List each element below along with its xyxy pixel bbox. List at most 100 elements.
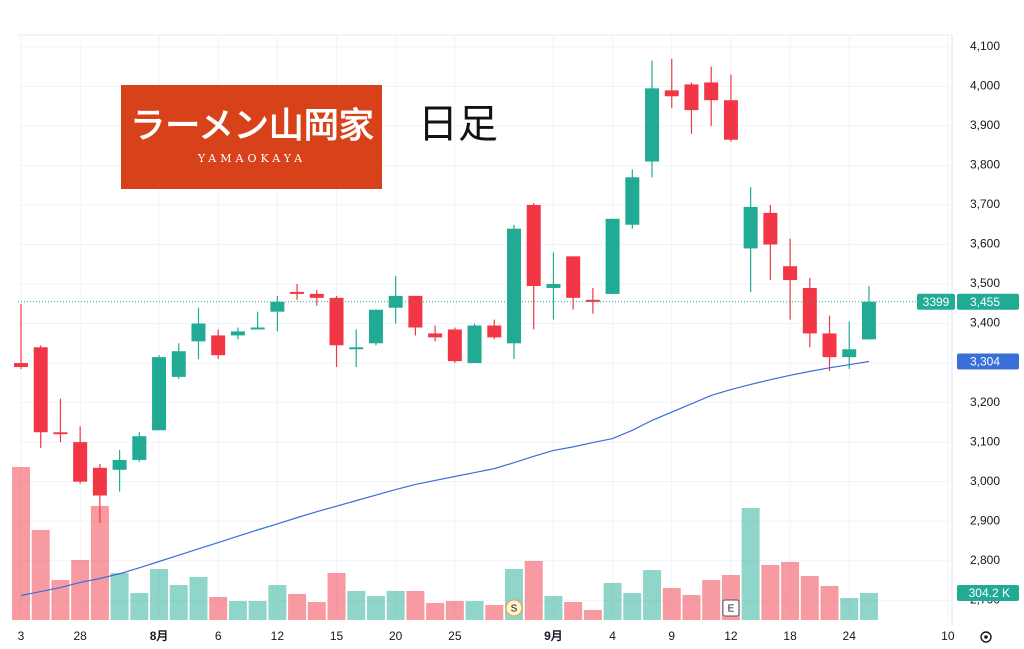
volume-bar [268, 585, 287, 620]
annotation: 日足 [418, 103, 498, 147]
volume-bar [130, 593, 149, 620]
candle-body [704, 82, 719, 101]
candle-body [842, 349, 857, 358]
volume-last-label: 304.2 K [969, 586, 1010, 600]
volume-bar [426, 602, 445, 620]
candle-body [487, 325, 502, 338]
settings-icon[interactable] [980, 631, 992, 643]
y-tick-label: 3,600 [970, 237, 1000, 251]
candle-body [684, 84, 699, 111]
x-tick-label: 10 [941, 629, 955, 643]
last-price-label: 3,455 [970, 295, 1000, 309]
volume-bar [445, 601, 464, 620]
volume-bar [623, 593, 642, 620]
candle-body [73, 442, 88, 482]
candle-body [822, 333, 837, 358]
candle-body [388, 295, 403, 308]
candle-body [447, 329, 462, 362]
volume-bar [544, 596, 563, 620]
volume-bar [702, 579, 721, 620]
volume-box [957, 585, 1019, 601]
volume-bar [347, 590, 366, 620]
volume-bar [288, 593, 307, 620]
x-tick-label: 25 [448, 629, 462, 643]
moving-average [20, 360, 870, 597]
candle-body [14, 363, 28, 368]
candle-body [723, 100, 738, 140]
y-tick-label: 3,700 [970, 197, 1000, 211]
volume-bar [741, 508, 760, 620]
volume-bar [465, 601, 484, 620]
candle-body [191, 323, 206, 342]
candle-body [250, 327, 265, 330]
volume-bar [209, 597, 228, 620]
event-marker [505, 599, 523, 617]
x-tick-label: 12 [724, 629, 738, 643]
candle-body [329, 297, 344, 346]
volume-bar [840, 597, 859, 620]
x-tick-label: 3 [18, 629, 25, 643]
price-box [957, 293, 1019, 310]
candle-body [467, 325, 482, 364]
candle-body [783, 266, 798, 281]
candle-layer [14, 58, 876, 597]
x-tick-label: 20 [389, 629, 403, 643]
volume-bar [781, 561, 800, 620]
volume-bar [800, 575, 819, 620]
candle-body [605, 218, 620, 294]
y-tick-label: 3,500 [970, 276, 1000, 290]
volume-bar [12, 467, 30, 620]
x-tick-label: 15 [330, 629, 344, 643]
volume-bar [150, 568, 169, 620]
axis-layer: 2,7002,8002,9003,0003,1003,2003,3003,400… [18, 39, 1019, 643]
candle-body [368, 309, 383, 344]
candle-body [33, 347, 48, 433]
y-tick-label: 4,000 [970, 79, 1000, 93]
volume-bar [386, 590, 405, 620]
settings-dot [984, 635, 988, 639]
ma-last-label: 3,304 [970, 355, 1000, 369]
candle-body [546, 284, 561, 288]
settings-ring [980, 631, 992, 643]
volume-bar [406, 590, 425, 620]
candle-body [211, 335, 226, 356]
candle-body [408, 295, 423, 328]
volume-bar [71, 560, 90, 620]
y-tick-label: 2,900 [970, 513, 1000, 527]
logo-subtitle: YAMAOKAYA [197, 152, 306, 165]
volume-bar [51, 579, 70, 620]
event-marker [722, 599, 740, 617]
y-tick-label: 3,200 [970, 395, 1000, 409]
volume-bar [761, 564, 780, 620]
volume-bar [859, 593, 878, 620]
x-tick-label: 9月 [544, 629, 563, 643]
logo-title: ラーメン山岡家 [130, 106, 374, 147]
candle-body [664, 90, 679, 97]
logo-box [121, 85, 382, 189]
event-label: S [511, 604, 518, 615]
volume-bar [31, 530, 50, 620]
volume-bar [564, 601, 583, 620]
volume-bar [327, 572, 346, 620]
candle-body [507, 228, 521, 344]
candle-body [270, 301, 285, 312]
y-tick-label: 3,100 [970, 434, 1000, 448]
volume-bar [307, 601, 326, 620]
ma-box [957, 353, 1019, 370]
candle-body [171, 351, 186, 377]
x-tick-label: 9 [668, 629, 675, 643]
y-tick-label: 3,900 [970, 118, 1000, 132]
candle-body [625, 177, 640, 225]
candle-body [230, 331, 245, 336]
candle-body [152, 357, 167, 431]
volume-bar [189, 576, 208, 620]
x-tick-label: 18 [783, 629, 797, 643]
y-tick-label: 4,100 [970, 39, 1000, 53]
volume-bar [110, 572, 129, 620]
x-tick-label: 28 [73, 629, 87, 643]
x-tick-label: 24 [843, 629, 857, 643]
candle-body [349, 347, 364, 350]
volume-bar [366, 596, 385, 620]
volume-bar [248, 601, 267, 620]
candle-body [132, 436, 147, 460]
